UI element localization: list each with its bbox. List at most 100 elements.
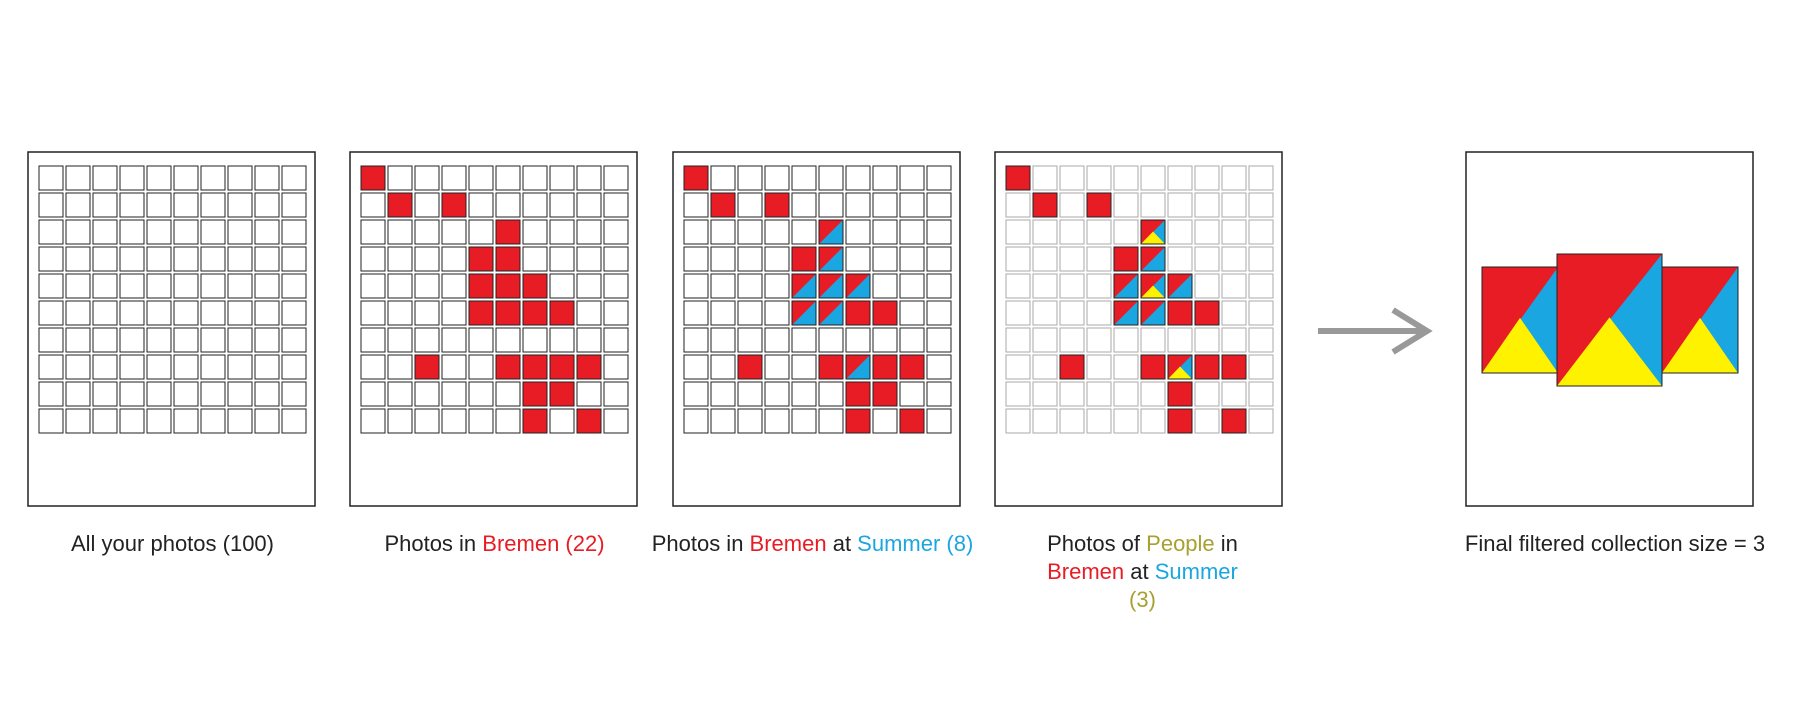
- photo-cell: [1167, 219, 1193, 245]
- photo-cell: [899, 246, 925, 272]
- photo-cell: [146, 192, 172, 218]
- caption-bremen-summer: Photos in Bremen at Summer (8): [640, 530, 985, 558]
- photo-cell: [899, 381, 925, 407]
- photo-cell: [146, 300, 172, 326]
- photo-cell-bremen: [495, 246, 521, 272]
- photo-cell: [1086, 300, 1112, 326]
- caption-all-photos: All your photos (100): [20, 530, 325, 558]
- photo-cell: [872, 246, 898, 272]
- photo-cell: [468, 165, 494, 191]
- photo-cell: [173, 381, 199, 407]
- photo-cell: [683, 273, 709, 299]
- photo-cell: [899, 300, 925, 326]
- photo-cell: [360, 273, 386, 299]
- photo-cell: [200, 273, 226, 299]
- photo-cell: [845, 327, 871, 353]
- photo-cell: [387, 354, 413, 380]
- photo-cell: [926, 408, 952, 434]
- photo-cell: [899, 219, 925, 245]
- photo-cell: [92, 327, 118, 353]
- photo-cell: [92, 165, 118, 191]
- photo-cell: [872, 327, 898, 353]
- photo-cell: [173, 354, 199, 380]
- photo-cell: [92, 192, 118, 218]
- photo-cell: [441, 165, 467, 191]
- photo-cell: [1113, 381, 1139, 407]
- photo-cell: [1005, 273, 1031, 299]
- photo-cell-bremen: [1005, 165, 1031, 191]
- photo-cell: [281, 381, 307, 407]
- photo-cell: [1248, 192, 1274, 218]
- photo-cell: [360, 408, 386, 434]
- photo-cell-bremen: [387, 192, 413, 218]
- summer-triangle: [1141, 247, 1165, 271]
- photo-cell: [227, 273, 253, 299]
- photo-cell-bremen: [1140, 300, 1166, 326]
- photo-cell: [146, 219, 172, 245]
- photo-cell: [522, 219, 548, 245]
- photo-cell: [254, 327, 280, 353]
- photo-cell-bremen: [1113, 246, 1139, 272]
- caption-segment: Bremen: [1047, 559, 1125, 584]
- photo-cell: [65, 300, 91, 326]
- summer-triangle: [1114, 301, 1138, 325]
- photo-cell: [1032, 327, 1058, 353]
- photo-cell: [603, 273, 629, 299]
- photo-cell: [1248, 327, 1274, 353]
- photo-cell: [1032, 408, 1058, 434]
- photo-cell-bremen: [899, 408, 925, 434]
- photo-cell: [872, 273, 898, 299]
- photo-cell: [899, 327, 925, 353]
- photo-cell: [1194, 327, 1220, 353]
- photo-cell-bremen: [360, 165, 386, 191]
- photo-cell-bremen: [522, 408, 548, 434]
- photo-cell: [92, 354, 118, 380]
- photo-cell: [281, 219, 307, 245]
- photo-cell: [1167, 192, 1193, 218]
- people-triangle: [1168, 366, 1192, 379]
- photo-cell: [576, 192, 602, 218]
- photo-cell: [576, 246, 602, 272]
- caption-segment: Final filtered collection size = 3: [1464, 531, 1766, 556]
- photo-cell: [1005, 327, 1031, 353]
- photo-cell-bremen: [495, 273, 521, 299]
- photo-cell: [38, 327, 64, 353]
- photo-cell: [414, 246, 440, 272]
- photo-cell: [1059, 381, 1085, 407]
- photo-cell-bremen: [414, 354, 440, 380]
- photo-cell: [899, 273, 925, 299]
- photo-cell: [710, 354, 736, 380]
- photo-cell: [65, 381, 91, 407]
- photo-cell-bremen: [549, 354, 575, 380]
- photo-cell: [1248, 381, 1274, 407]
- photo-cell: [441, 381, 467, 407]
- photo-cell: [200, 246, 226, 272]
- photo-cell: [683, 192, 709, 218]
- caption-segment: Photos in: [384, 531, 483, 556]
- photo-cell: [1032, 354, 1058, 380]
- final-photo-center: [1556, 253, 1663, 387]
- photo-cell-bremen: [818, 354, 844, 380]
- photo-cell: [1221, 219, 1247, 245]
- photo-cell: [737, 165, 763, 191]
- caption-segment: People: [1146, 531, 1215, 556]
- photo-cell: [737, 408, 763, 434]
- photo-cell: [737, 300, 763, 326]
- photo-cell: [926, 273, 952, 299]
- photo-cell-bremen: [1167, 300, 1193, 326]
- photo-cell: [441, 246, 467, 272]
- photo-cell: [710, 273, 736, 299]
- photo-cell: [710, 300, 736, 326]
- photo-cell: [414, 300, 440, 326]
- photo-cell: [1086, 354, 1112, 380]
- photo-cell: [468, 192, 494, 218]
- photo-cell: [38, 273, 64, 299]
- photo-cell: [926, 246, 952, 272]
- photo-cell: [146, 165, 172, 191]
- caption-segment: Photos of: [1047, 531, 1147, 556]
- photo-cell: [360, 219, 386, 245]
- photo-cell: [360, 192, 386, 218]
- summer-triangle: [819, 274, 843, 298]
- photo-cell: [1059, 408, 1085, 434]
